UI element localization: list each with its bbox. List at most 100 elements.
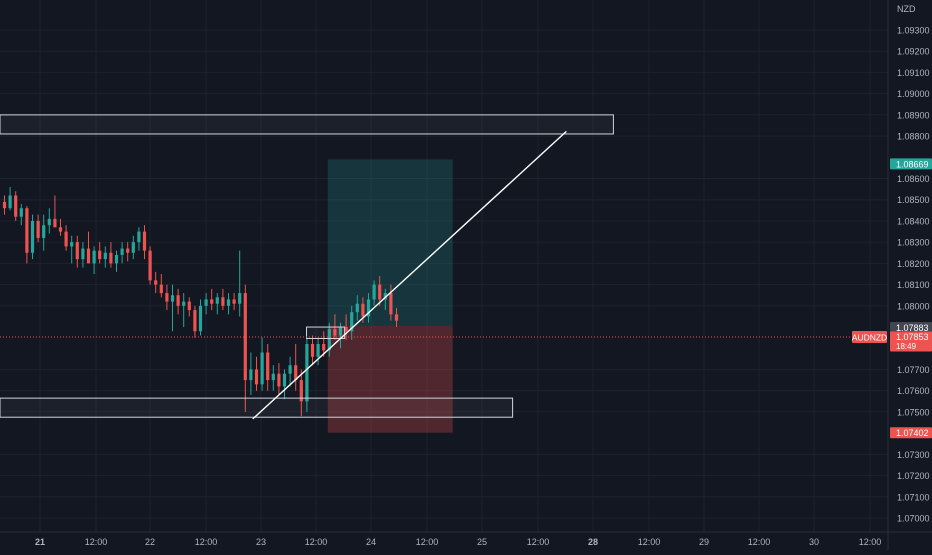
candle-body <box>327 329 331 351</box>
price-tag <box>890 158 932 170</box>
candle-body <box>53 218 57 228</box>
candle-body <box>42 225 46 238</box>
time-tick-label: 12:00 <box>305 537 328 547</box>
time-axis: 21 12:00 22 12:00 23 12:00 24 12:00 25 12:00 28 12:… <box>0 531 932 547</box>
candle-body <box>249 369 253 381</box>
time-tick-label: 25 <box>477 537 487 547</box>
candle-body <box>294 365 298 381</box>
price-tag <box>890 321 932 333</box>
candle-body <box>254 369 259 385</box>
candle-body <box>232 299 236 304</box>
candle-body <box>165 293 169 302</box>
drawings <box>0 130 888 420</box>
price-tag-value: 1.07402 <box>896 428 929 438</box>
candle-body <box>103 252 107 260</box>
price-tick-label: 1.09000 <box>897 89 930 99</box>
price-tick-label: 1.08400 <box>897 216 930 226</box>
time-tick-label: 12:00 <box>527 537 550 547</box>
candle-body <box>159 284 163 294</box>
candle-body <box>204 299 208 306</box>
candle-body <box>333 329 337 336</box>
candle-body <box>198 305 203 332</box>
candle-body <box>316 344 320 357</box>
candle-body <box>383 293 387 300</box>
price-tag-last <box>890 331 932 352</box>
candle-body <box>389 293 393 315</box>
candles <box>2 187 399 417</box>
candle-body <box>350 312 354 332</box>
candle-body <box>58 227 63 232</box>
price-tag-value: 1.08669 <box>896 159 929 169</box>
time-tick-label: 23 <box>256 537 266 547</box>
candle-body <box>344 327 348 332</box>
price-tick-label: 1.09200 <box>897 47 930 57</box>
candle-body <box>70 242 74 247</box>
candle-body <box>131 242 135 253</box>
candle-body <box>288 365 292 374</box>
price-tick-label: 1.08100 <box>897 280 930 290</box>
candle-body <box>193 310 197 332</box>
time-tick-label: 12:00 <box>859 537 882 547</box>
trendline <box>252 130 567 420</box>
grid <box>0 0 888 532</box>
time-tick-label: 21 <box>35 537 45 547</box>
sr-zones <box>0 114 614 418</box>
candle-body <box>260 352 264 385</box>
price-tick-label: 1.08000 <box>897 301 930 311</box>
candle-body <box>394 314 399 321</box>
sr-zone <box>0 114 614 135</box>
price-tick-label: 1.09300 <box>897 26 930 36</box>
candle-body <box>109 252 113 264</box>
price-tick-label: 1.07300 <box>897 450 930 460</box>
time-tick-label: 12:00 <box>416 537 439 547</box>
candle-body <box>238 293 242 304</box>
candle-body <box>148 250 152 281</box>
price-tag <box>890 427 932 439</box>
candle-body <box>2 201 7 209</box>
time-tick-label: 30 <box>809 537 819 547</box>
candle-body <box>215 297 219 304</box>
candle-body <box>98 250 102 260</box>
candle-body <box>310 344 315 357</box>
symbol-tag <box>852 331 887 344</box>
candle-body <box>92 250 96 264</box>
price-axis: 1.09300 1.09200 1.09100 1.09000 1.08900 1.088… <box>852 0 932 550</box>
candle-body <box>221 297 225 306</box>
candle-body <box>226 299 231 306</box>
candle-body <box>378 284 382 300</box>
candle-body <box>137 231 141 243</box>
price-tick-label: 1.08300 <box>897 238 930 248</box>
time-tick-label: 12:00 <box>748 537 771 547</box>
candle-body <box>126 248 130 253</box>
currency-label: NZD <box>897 4 916 14</box>
symbol-tag-label: AUDNZD <box>852 333 887 343</box>
candle-body <box>8 195 12 209</box>
price-tick-label: 1.07100 <box>897 492 930 502</box>
candle-body <box>176 295 180 306</box>
candle-body <box>81 248 85 260</box>
candle-body <box>210 299 214 304</box>
time-tick-label: 12:00 <box>85 537 108 547</box>
price-tick-label: 1.07500 <box>897 407 930 417</box>
candle-body <box>355 303 359 313</box>
time-tick-label: 22 <box>145 537 155 547</box>
price-tick-label: 1.07700 <box>897 365 930 375</box>
candle-body <box>25 208 29 253</box>
price-tick-label: 1.08500 <box>897 195 930 205</box>
candle-body <box>338 327 343 336</box>
price-tick-label: 1.08900 <box>897 110 930 120</box>
candle-body <box>182 301 186 306</box>
stop-zone <box>327 325 453 433</box>
candle-body <box>299 380 303 402</box>
candle-body <box>64 231 68 247</box>
candle-body <box>266 352 270 381</box>
price-tag-value: 1.07883 <box>896 323 929 333</box>
price-tick-label: 1.08600 <box>897 174 930 184</box>
candle-body <box>114 254 119 264</box>
candle-body <box>361 303 365 317</box>
price-tick-label: 1.07200 <box>897 471 930 481</box>
time-tick-label: 24 <box>366 537 376 547</box>
candle-body <box>36 220 40 238</box>
